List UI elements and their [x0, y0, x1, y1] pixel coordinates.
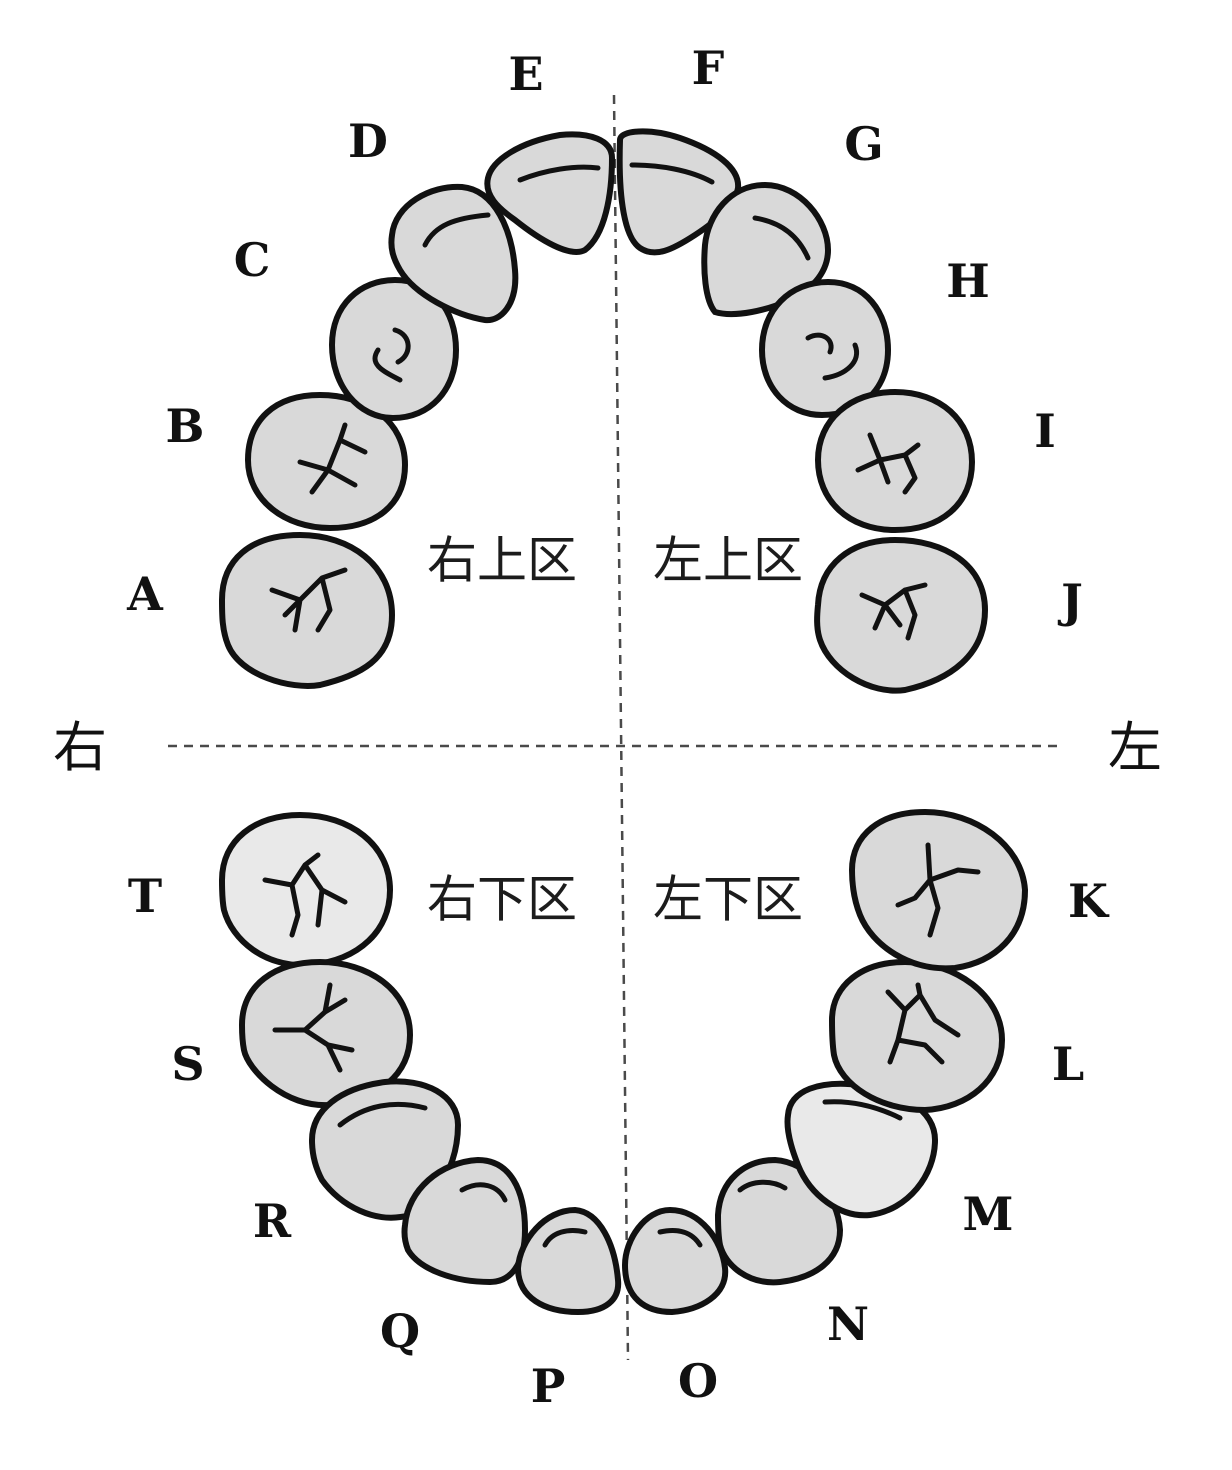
tooth-a [218, 531, 396, 689]
zone-label-upper-right: 右上区 [427, 532, 577, 590]
tooth-label-k: K [1068, 874, 1110, 928]
tooth-label-p: P [531, 1359, 566, 1413]
tooth-label-f: F [692, 41, 725, 95]
tooth-j [814, 536, 989, 694]
tooth-p [514, 1206, 622, 1316]
side-label-right: 右 [53, 716, 107, 779]
tooth-t [218, 811, 394, 969]
tooth-o [621, 1206, 729, 1316]
tooth-s [238, 958, 414, 1109]
tooth-label-r: R [253, 1194, 292, 1248]
tooth-label-a: A [126, 567, 164, 621]
tooth-label-g: G [844, 117, 883, 171]
tooth-label-l: L [1052, 1037, 1084, 1091]
tooth-label-i: I [1034, 404, 1056, 458]
tooth-l [828, 958, 1006, 1114]
tooth-c [328, 276, 460, 422]
tooth-label-t: T [128, 869, 162, 923]
tooth-n [714, 1156, 844, 1286]
tooth-label-e: E [508, 47, 543, 101]
tooth-e [484, 131, 616, 255]
tooth-i [814, 388, 976, 534]
tooth-label-n: N [827, 1297, 869, 1351]
side-label-left: 左 [1108, 716, 1162, 779]
tooth-g [701, 181, 832, 318]
zone-label-lower-right: 右下区 [427, 871, 577, 929]
tooth-b [244, 391, 409, 532]
tooth-label-d: D [348, 114, 388, 168]
zone-label-upper-left: 左上区 [653, 532, 803, 590]
tooth-label-j: J [1057, 574, 1083, 628]
tooth-label-m: M [963, 1187, 1014, 1241]
tooth-label-h: H [946, 254, 989, 308]
tooth-label-c: C [234, 233, 271, 287]
tooth-label-q: Q [380, 1304, 420, 1358]
tooth-label-o: O [678, 1354, 718, 1408]
tooth-k [848, 808, 1029, 972]
zone-label-lower-left: 左下区 [653, 871, 803, 929]
tooth-label-b: B [166, 399, 205, 453]
tooth-d [388, 183, 519, 324]
tooth-label-s: S [171, 1037, 204, 1091]
midline-vertical [612, 94, 630, 1361]
tooth-h [758, 278, 892, 419]
